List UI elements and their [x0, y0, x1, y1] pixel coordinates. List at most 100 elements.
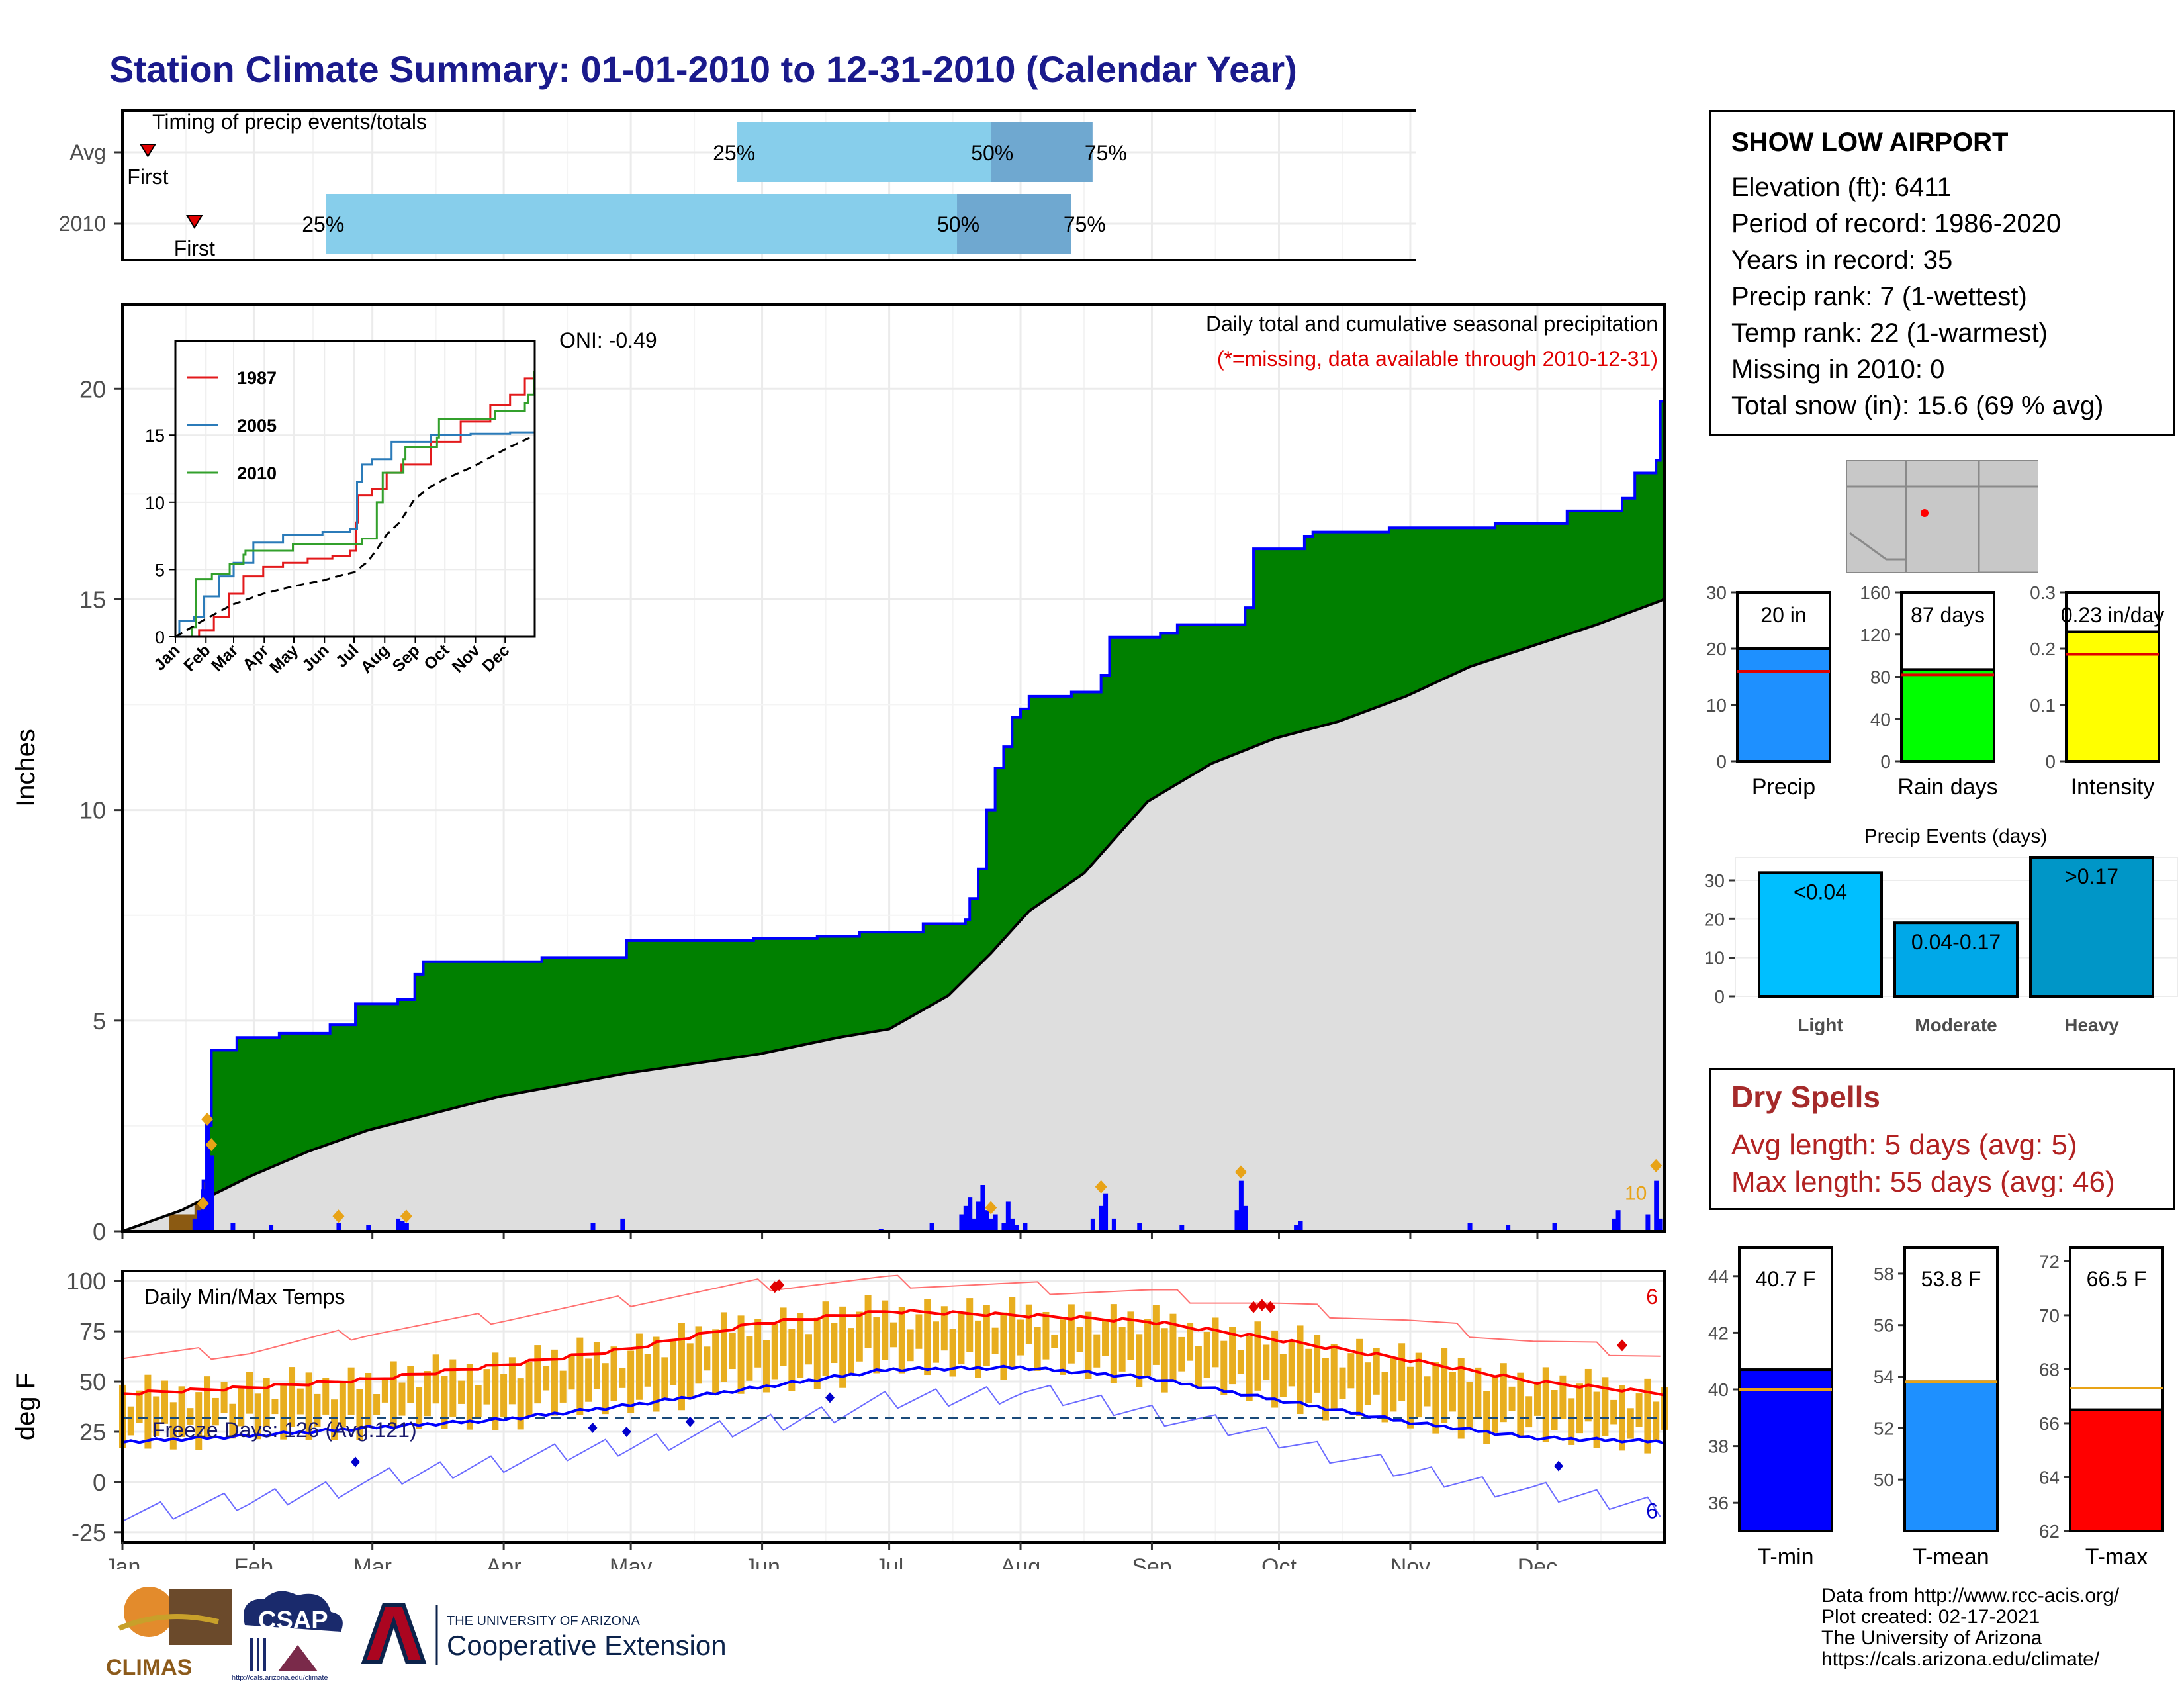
precip-daily-bar-1	[197, 1210, 202, 1231]
events-bar-2	[2029, 856, 2154, 998]
temp-daily-bar-175	[856, 1311, 863, 1362]
precip-daily-bar-13	[620, 1218, 625, 1231]
temp-ytick-label-5: 100	[66, 1268, 106, 1295]
map-border-mexico	[1849, 532, 1906, 561]
temp-daily-bar-285	[1322, 1358, 1329, 1421]
temp-daily-bar-247	[1161, 1328, 1168, 1393]
temp-freeze-label: Freeze Days: 126 (Avg:121)	[152, 1418, 417, 1442]
precip-summary-bar-0	[1736, 647, 1831, 763]
temp-daily-bar-5	[136, 1390, 143, 1423]
temp-daily-bar-297	[1373, 1348, 1380, 1395]
precip-daily-bar-35	[1179, 1225, 1185, 1231]
temp-daily-bar-255	[1195, 1346, 1202, 1389]
events-category-label-1: Moderate	[1915, 1015, 1997, 1035]
precip-daily-bar-42	[1506, 1225, 1511, 1231]
inset-xtick-label-10: Nov	[449, 641, 484, 676]
temp-summary-ytick-label-2-5: 72	[2039, 1251, 2060, 1272]
temp-summary-value-label-1: 53.8 F	[1921, 1267, 1981, 1291]
temp-daily-bar-259	[1212, 1317, 1219, 1368]
timing-bar-25-50-0	[737, 122, 991, 182]
temp-daily-bar-289	[1339, 1367, 1346, 1399]
events-value-label-2: >0.17	[2065, 865, 2118, 888]
temp-daily-bar-201	[966, 1298, 974, 1352]
temp-daily-bar-33	[254, 1393, 261, 1440]
station-name: SHOW LOW AIRPORT	[1731, 128, 2009, 157]
temp-daily-bar-31	[246, 1372, 253, 1414]
temp-daily-bar-211	[1009, 1297, 1016, 1368]
station-elevation: Elevation (ft): 6411	[1731, 173, 1952, 202]
temp-daily-bar-131	[670, 1340, 677, 1385]
timing-bar-50-75-1	[957, 194, 1071, 254]
temp-summary-ytick-label-2-3: 68	[2039, 1359, 2060, 1380]
temp-daily-bar-277	[1288, 1339, 1295, 1387]
temp-daily-bar-235	[1110, 1304, 1117, 1383]
precip-summary-ytick-label-0-3: 30	[1706, 583, 1727, 603]
temp-daily-bar-189	[915, 1314, 923, 1349]
ua-logo-small-text: THE UNIVERSITY OF ARIZONA	[447, 1614, 641, 1628]
temp-daily-bar-319	[1466, 1382, 1473, 1428]
temp-daily-bar-39	[280, 1383, 287, 1440]
precip-daily-bar-2	[201, 1189, 206, 1231]
temp-record-low-marker-3	[685, 1416, 695, 1427]
timing-first-label-1: First	[174, 236, 215, 260]
inset-xtick-label-4: May	[266, 641, 302, 677]
station-snow: Total snow (in): 15.6 (69 % avg)	[1731, 391, 2104, 420]
precip-daily-bar-30	[1090, 1218, 1095, 1231]
inset-xtick-label-9: Oct	[420, 641, 453, 674]
footer-credits: Data from http://www.rcc-acis.org/ Plot …	[1821, 1585, 2119, 1670]
inset-ytick-label-2: 10	[145, 493, 165, 513]
temp-xtick-label-0: Jan	[105, 1554, 141, 1569]
temp-daily-bar-265	[1237, 1350, 1244, 1374]
temp-summary-ytick-label-2-1: 64	[2039, 1467, 2060, 1487]
temp-daily-bar-51	[331, 1399, 338, 1440]
temp-daily-bar-77	[441, 1376, 448, 1429]
temp-daily-bar-221	[1051, 1334, 1058, 1348]
temp-record-low-marker-0	[351, 1456, 361, 1468]
inset-ytick-label-1: 5	[155, 560, 165, 580]
precip-daily-bar-11	[404, 1223, 409, 1231]
temp-daily-bar-291	[1347, 1353, 1355, 1389]
timing-label-75-0: 75%	[1085, 141, 1127, 165]
temp-daily-bar-197	[949, 1329, 956, 1377]
temp-daily-bar-161	[797, 1313, 804, 1378]
temp-daily-bar-321	[1475, 1367, 1482, 1417]
temp-record-high-marker-5	[1616, 1339, 1627, 1352]
temp-record-low-marker-4	[825, 1392, 835, 1403]
precip-daily-bar-0	[192, 1218, 197, 1231]
temp-daily-bar-113	[593, 1342, 600, 1389]
precip-heavy-marker-6	[1095, 1180, 1107, 1194]
inset-background	[175, 341, 535, 637]
precip-summary-ytick-label-0-0: 0	[1716, 751, 1727, 772]
temp-daily-bar-153	[762, 1340, 770, 1393]
precip-heavy-marker-5	[985, 1201, 997, 1215]
precip-summary-ytick-label-2-1: 0.1	[2030, 695, 2056, 716]
precip-daily-bar-29	[1023, 1223, 1028, 1231]
temp-daily-bar-299	[1381, 1372, 1388, 1423]
temp-daily-bar-75	[432, 1354, 439, 1404]
temp-daily-bar-145	[729, 1333, 736, 1370]
precip-daily-bar-45	[1615, 1210, 1621, 1231]
temp-daily-bar-149	[746, 1336, 753, 1381]
temp-daily-bar-363	[1653, 1401, 1660, 1442]
temp-daily-bar-187	[907, 1329, 914, 1362]
dry-spells-title: Dry Spells	[1731, 1080, 1880, 1114]
events-title: Precip Events (days)	[1864, 825, 2048, 847]
dry-spells-box: Dry Spells Avg length: 5 days (avg: 5) M…	[1709, 1068, 2175, 1210]
temp-daily-bar-19	[195, 1392, 203, 1450]
temp-daily-bar-41	[289, 1367, 296, 1427]
temp-daily-bar-219	[1042, 1311, 1050, 1360]
temp-daily-bar-287	[1330, 1344, 1338, 1410]
events-bar-1	[1893, 921, 2019, 998]
temp-daily-bar-63	[381, 1378, 388, 1403]
precip-summary-ytick-label-2-2: 0.2	[2030, 639, 2056, 659]
precip-summary-ytick-label-0-2: 20	[1706, 639, 1727, 659]
timing-chart: Timing of precip events/totals 25% 50% 75% F…	[59, 109, 1416, 261]
temp-daily-bar-83	[466, 1364, 473, 1430]
temp-xtick-label-3: Apr	[486, 1554, 522, 1569]
temp-daily-bar-173	[847, 1328, 854, 1375]
temperature-chart: -25 0 25 50 75 100 deg F Daily Min/Max Temps Fre…	[11, 1268, 1668, 1569]
precip-summary-label-box-1	[1900, 591, 1995, 671]
events-value-label-1: 0.04-0.17	[1911, 930, 2001, 954]
temp-daily-bar-233	[1102, 1319, 1109, 1356]
temp-daily-bar-339	[1551, 1389, 1558, 1430]
